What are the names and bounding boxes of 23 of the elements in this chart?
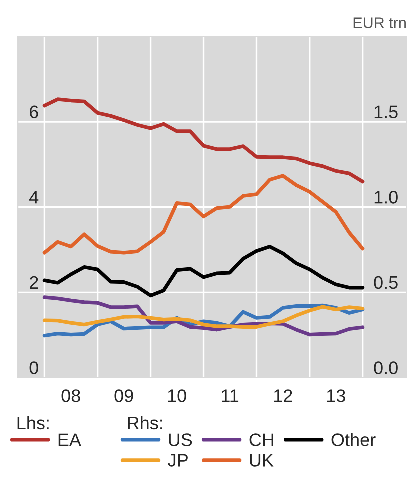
x-tick-label: 09	[114, 390, 134, 402]
y2-tick-label: 0.5	[374, 276, 398, 290]
y-tick-label: 4	[30, 191, 39, 204]
legend-label: Other	[332, 433, 376, 446]
x-tick-label: 08	[62, 390, 80, 402]
y-tick-label: 6	[30, 106, 38, 119]
text: Rhs:	[128, 416, 162, 430]
text: Lhs:	[18, 416, 49, 430]
y2-axis-title: EUR trn	[354, 18, 406, 28]
legend-label: JP	[168, 454, 188, 467]
legend-label: UK	[250, 454, 274, 467]
y-tick-label: 0	[30, 362, 38, 374]
x-tick-label: 10	[168, 390, 186, 402]
x-tick-label: 12	[274, 390, 292, 402]
y2-tick-label: 1.0	[374, 191, 398, 204]
x-tick-label: 13	[327, 390, 346, 402]
y2-tick-label: 1.5	[374, 106, 398, 119]
x-tick-label: 11	[222, 390, 239, 402]
legend-label: CH	[250, 434, 274, 446]
y2-tick-label: 0.0	[374, 362, 398, 374]
legend-label: US	[169, 434, 192, 446]
legend-label: EA	[58, 434, 82, 446]
y-tick-label: 2	[30, 276, 38, 289]
